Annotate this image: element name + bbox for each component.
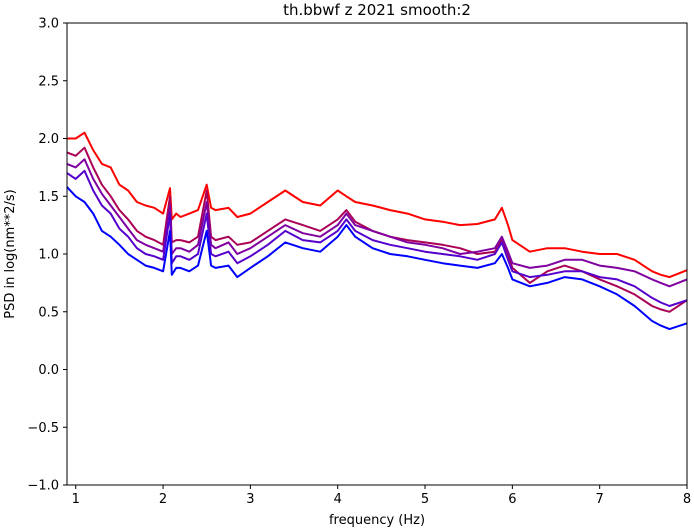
x-tick-label: 6 [508,492,516,507]
x-tick-label: 3 [246,492,254,507]
y-axis-title: PSD in log(nm**2/s) [3,189,18,319]
series-line-3 [66,158,688,288]
y-tick-label: 2.5 [38,74,59,89]
y-axis: −1.0 −0.5 0.0 0.5 1.0 1.5 2.0 2.5 3.0 [27,17,67,494]
y-tick-label: 1.0 [38,248,59,263]
x-axis: 1 2 3 4 5 6 7 8 [72,485,691,507]
x-axis-title: frequency (Hz) [329,513,425,528]
chart-title: th.bbwf z 2021 smooth:2 [283,1,471,19]
x-tick-label: 2 [159,492,167,507]
series-layer [66,131,688,331]
y-tick-label: 2.0 [38,132,59,147]
y-tick-label: 1.5 [38,190,59,205]
y-tick-label: −1.0 [27,479,59,494]
x-tick-label: 7 [596,492,604,507]
series-line-4 [66,169,688,307]
y-tick-label: 0.5 [38,305,59,320]
x-tick-label: 4 [334,492,342,507]
y-tick-label: −0.5 [27,421,59,436]
series-line-5 [66,186,688,331]
x-tick-label: 1 [72,492,80,507]
series-line-2 [66,146,688,313]
series-line-1 [67,131,688,279]
x-tick-label: 5 [421,492,429,507]
y-tick-label: 3.0 [38,17,59,32]
y-tick-label: 0.0 [38,363,59,378]
x-tick-label: 8 [683,492,691,507]
